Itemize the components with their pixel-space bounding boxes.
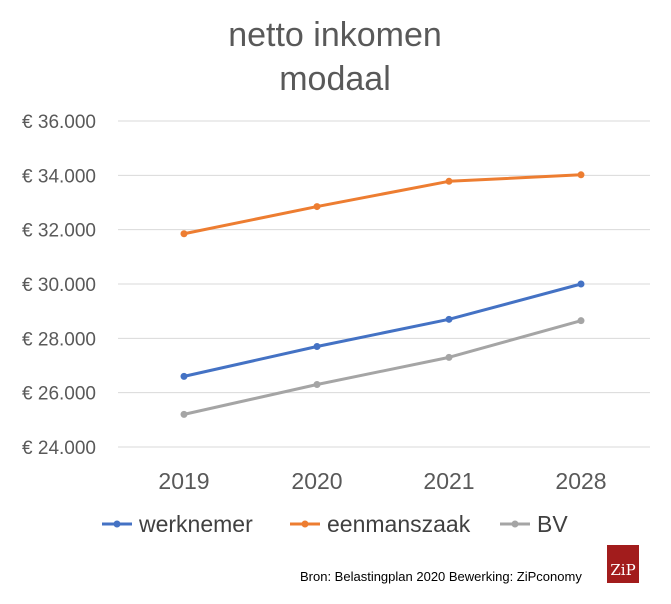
legend-swatch-marker bbox=[113, 520, 121, 528]
data-point bbox=[445, 315, 453, 323]
series-bv-group bbox=[180, 317, 585, 418]
data-point bbox=[180, 410, 188, 418]
data-point bbox=[313, 381, 321, 389]
data-point bbox=[577, 171, 585, 179]
data-point bbox=[445, 177, 453, 185]
data-point bbox=[577, 317, 585, 325]
y-axis-ticks: € 24.000 € 26.000 € 28.000 € 30.000 € 32.000… bbox=[22, 112, 96, 459]
legend-label: werknemer bbox=[138, 511, 253, 537]
legend-item: werknemer bbox=[102, 511, 253, 537]
data-point bbox=[577, 280, 585, 288]
x-tick-label: 2020 bbox=[291, 468, 342, 494]
data-point bbox=[313, 203, 321, 211]
data-point bbox=[180, 230, 188, 238]
legend-swatch-marker bbox=[301, 520, 309, 528]
series-lines bbox=[180, 171, 585, 418]
series-eenmanszaak-group bbox=[180, 171, 585, 238]
source-note: Bron: Belastingplan 2020 Bewerking: ZiPc… bbox=[300, 569, 582, 584]
y-tick-label: € 36.000 bbox=[22, 112, 96, 133]
data-point bbox=[445, 353, 453, 361]
series-line bbox=[183, 173, 582, 236]
y-tick-label: € 24.000 bbox=[22, 438, 96, 459]
chart-title-line-1: netto inkomen bbox=[228, 16, 442, 54]
zip-logo-text: ZiP bbox=[610, 561, 635, 579]
y-tick-label: € 26.000 bbox=[22, 384, 96, 405]
legend-label: eenmanszaak bbox=[327, 511, 471, 537]
legend-item: eenmanszaak bbox=[290, 511, 471, 537]
data-point bbox=[180, 372, 188, 380]
series-werknemer-group bbox=[180, 280, 585, 380]
series-line bbox=[183, 282, 582, 378]
chart-title-line-2: modaal bbox=[279, 60, 391, 98]
y-tick-label: € 32.000 bbox=[22, 221, 96, 242]
y-tick-label: € 30.000 bbox=[22, 275, 96, 296]
legend-label: BV bbox=[537, 511, 568, 537]
x-axis-ticks: 2019 2020 2021 2028 bbox=[158, 468, 606, 494]
legend-swatch-marker bbox=[511, 520, 519, 528]
data-point bbox=[313, 342, 321, 350]
legend-item: BV bbox=[500, 511, 568, 537]
series-line bbox=[183, 319, 582, 416]
gridlines bbox=[118, 120, 650, 448]
x-tick-label: 2028 bbox=[555, 468, 606, 494]
zip-logo-box bbox=[607, 545, 639, 583]
legend: werknemer eenmanszaak BV bbox=[102, 511, 568, 537]
x-tick-label: 2019 bbox=[158, 468, 209, 494]
x-tick-label: 2021 bbox=[423, 468, 474, 494]
y-tick-label: € 28.000 bbox=[22, 329, 96, 350]
zip-logo: ZiP bbox=[607, 545, 639, 583]
y-tick-label: € 34.000 bbox=[22, 166, 96, 187]
